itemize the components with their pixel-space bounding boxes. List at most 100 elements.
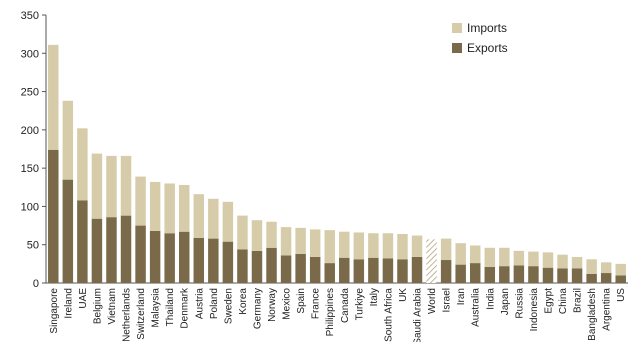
bar-exports-korea <box>237 249 248 283</box>
bar-exports-vietnam <box>106 217 117 283</box>
bar-imports-switzerland <box>135 176 146 226</box>
x-tick-label-uae: UAE <box>78 288 89 309</box>
bar-exports-germany <box>251 250 263 283</box>
bar-exports-world <box>426 263 437 283</box>
y-tick-label: 100 <box>21 201 39 213</box>
bar-exports-us <box>615 275 626 283</box>
bar-imports-belgium <box>91 153 103 219</box>
bar-exports-egypt <box>542 267 554 283</box>
bar-imports-saudi-arabia <box>411 235 423 257</box>
x-tick-label-italy: Italy <box>369 288 380 306</box>
x-tick-label-russia: Russia <box>514 288 525 319</box>
x-tick-label-denmark: Denmark <box>180 287 191 329</box>
bar-exports-singapore <box>48 149 59 283</box>
bar-imports-world <box>426 239 437 264</box>
x-axis-labels: Singapore Ireland UAE Belgium Vietnam Netherl… <box>49 287 627 342</box>
x-tick-label-brazil: Brazil <box>573 288 584 313</box>
x-tick-label-bangladesh: Bangladesh <box>587 288 598 341</box>
bar-imports-philippines <box>324 230 335 264</box>
bar-imports-italy <box>368 233 379 258</box>
bar-imports-malaysia <box>149 181 161 231</box>
bar-imports-bangladesh <box>586 259 597 274</box>
y-tick-label: 350 <box>21 10 39 22</box>
bar-imports-russia <box>513 250 525 266</box>
x-tick-label-mexico: Mexico <box>282 288 293 320</box>
bar-exports-mexico <box>280 255 292 283</box>
y-tick-label: 50 <box>27 240 39 252</box>
bar-imports-poland <box>208 198 219 239</box>
bar-exports-france <box>309 256 321 283</box>
x-tick-label-uk: UK <box>398 288 409 302</box>
bar-imports-austria <box>193 194 205 238</box>
bar-exports-philippines <box>324 263 335 283</box>
legend-label-imports: Imports <box>467 21 507 35</box>
bar-imports-israel <box>440 238 452 261</box>
y-tick-label: 150 <box>21 163 39 175</box>
x-tick-label-australia: Australia <box>471 288 482 327</box>
x-tick-label-saudi-arabia: Saudi Arabia <box>413 288 424 342</box>
x-tick-label-china: China <box>558 288 569 315</box>
bar-imports-iran <box>455 243 466 265</box>
bar-imports-sweden <box>222 201 234 242</box>
x-tick-label-japan: Japan <box>500 288 511 315</box>
bar-exports-poland <box>208 238 219 283</box>
bar-imports-uae <box>77 128 88 201</box>
x-tick-label-norway: Norway <box>267 288 278 322</box>
bar-imports-south-africa <box>382 233 394 259</box>
bar-exports-iran <box>455 264 466 283</box>
x-tick-label-philippines: Philippines <box>325 288 336 336</box>
bar-exports-canada <box>339 257 350 283</box>
y-tick-label: 200 <box>21 125 39 137</box>
bar-exports-turkiye <box>353 259 365 283</box>
bar-imports-canada <box>339 231 350 258</box>
bar-exports-belgium <box>91 218 103 283</box>
bar-imports-us <box>615 263 626 276</box>
bar-imports-spain <box>295 227 306 254</box>
x-tick-label-switzerland: Switzerland <box>136 288 147 340</box>
legend-swatch-exports <box>452 43 462 53</box>
bar-imports-china <box>557 254 568 269</box>
x-tick-label-thailand: Thailand <box>165 288 176 326</box>
bar-exports-malaysia <box>149 230 161 283</box>
bar-imports-australia <box>469 245 481 264</box>
y-tick-label: 0 <box>33 278 39 290</box>
bar-exports-norway <box>266 247 277 283</box>
bars-group <box>48 44 626 283</box>
x-tick-label-india: India <box>485 288 496 310</box>
x-tick-label-vietnam: Vietnam <box>107 288 118 325</box>
bar-exports-israel <box>440 260 452 283</box>
bar-imports-brazil <box>571 256 583 269</box>
x-tick-label-south-africa: South Africa <box>383 288 394 342</box>
bar-exports-italy <box>368 257 379 283</box>
bar-exports-argentina <box>600 273 612 283</box>
x-tick-label-us: US <box>616 288 627 302</box>
y-tick-label: 300 <box>21 48 39 60</box>
bar-imports-india <box>484 247 496 267</box>
bar-exports-spain <box>295 253 306 283</box>
bar-exports-uk <box>397 259 408 283</box>
bar-exports-netherlands <box>120 215 132 283</box>
x-tick-label-netherlands: Netherlands <box>122 288 133 342</box>
bar-imports-mexico <box>280 227 292 256</box>
bar-exports-india <box>484 266 496 283</box>
bar-imports-denmark <box>178 184 190 232</box>
y-tick-label: 250 <box>21 87 39 99</box>
bar-exports-switzerland <box>135 225 146 283</box>
legend: Imports Exports <box>452 21 508 55</box>
bar-imports-norway <box>266 221 277 248</box>
bar-imports-france <box>309 229 321 257</box>
x-tick-label-indonesia: Indonesia <box>529 288 540 332</box>
x-tick-label-france: France <box>311 288 322 320</box>
x-tick-label-egypt: Egypt <box>543 288 554 314</box>
bar-imports-indonesia <box>528 251 539 267</box>
bar-exports-australia <box>469 263 481 283</box>
legend-swatch-imports <box>452 23 462 33</box>
x-tick-label-argentina: Argentina <box>602 288 613 331</box>
bar-imports-turkiye <box>353 232 365 260</box>
bar-imports-ireland <box>62 100 74 180</box>
bar-imports-singapore <box>48 44 59 150</box>
x-tick-label-singapore: Singapore <box>49 288 60 334</box>
bar-exports-denmark <box>178 231 190 283</box>
bar-exports-brazil <box>571 268 583 283</box>
bar-imports-uk <box>397 233 408 260</box>
